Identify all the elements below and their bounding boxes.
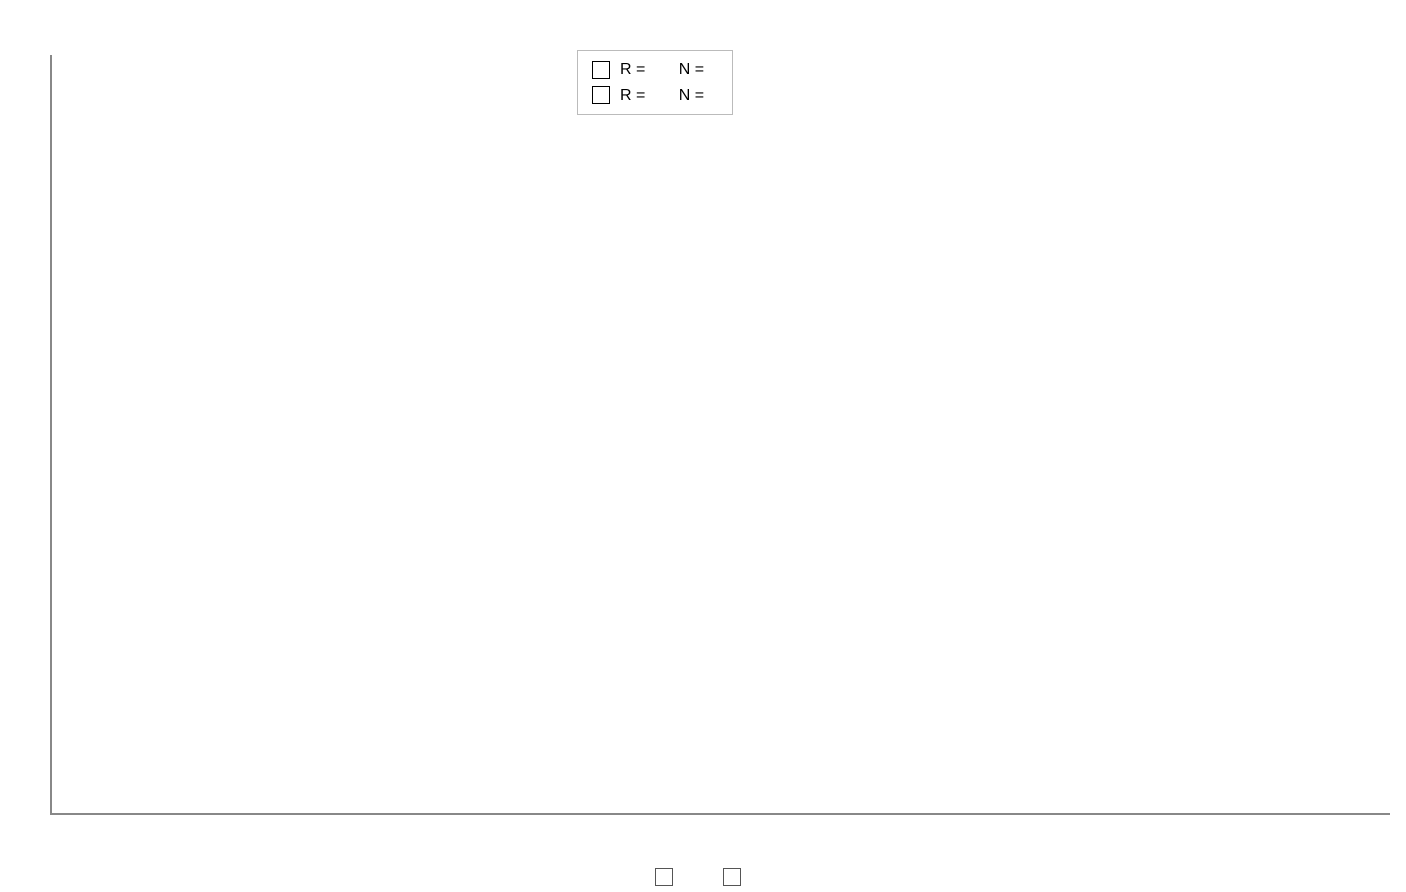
legend-r-label: R = [620,57,650,83]
correlation-legend: R = N = R = N = [577,50,733,115]
chart-plot-area: R = N = R = N = [50,55,1390,815]
legend-n-label: N = [670,83,709,109]
legend-item-sa [655,868,683,886]
legend-n-label: N = [670,57,709,83]
legend-row-fiji: R = N = [592,83,718,109]
swatch-fiji [723,868,741,886]
legend-r-label: R = [620,83,650,109]
swatch-fiji [592,86,610,104]
legend-row-sa: R = N = [592,57,718,83]
swatch-south-africa [592,61,610,79]
legend-item-fiji [723,868,751,886]
swatch-south-africa [655,868,673,886]
series-legend [655,868,751,886]
